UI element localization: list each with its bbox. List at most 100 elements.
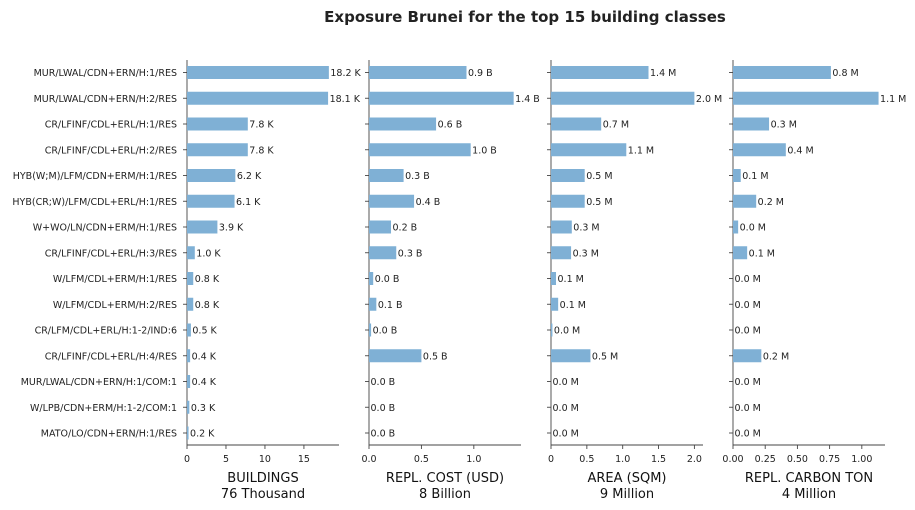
bar-value-label: 0.2 M	[763, 351, 789, 362]
bar	[187, 143, 248, 157]
bar-value-label: 18.1 K	[330, 94, 361, 105]
bar	[369, 246, 397, 260]
panel-3: 1.4 M 2.0 M 0.7 M 1.1 M 0.5 M 0.5 M 0.3 M 0.3 M…	[547, 60, 722, 502]
x-tick-label: 2.0	[687, 454, 702, 465]
bar	[187, 400, 190, 414]
bar-value-label: 0.5 B	[423, 351, 448, 362]
category-label: CR/LFINF/CDL+ERL/H:2/RES	[45, 145, 177, 156]
x-tick-label: 0.50	[787, 454, 808, 465]
bar	[733, 66, 831, 79]
x-tick-label: 0.75	[819, 454, 840, 465]
bar-value-label: 0.1 M	[749, 248, 775, 259]
bar-value-label: 0.1 B	[378, 300, 403, 311]
bar	[733, 169, 741, 182]
bar	[369, 349, 422, 363]
bar-value-label: 0.2 K	[190, 429, 215, 440]
bar-value-label: 0.5 K	[192, 326, 217, 337]
category-label: HYB(CR;W)/LFM/CDL+ERL/H:1/RES	[12, 197, 177, 208]
category-label: W/LFM/CDL+ERM/H:2/RES	[53, 300, 177, 311]
bar	[551, 349, 591, 363]
bar-value-label: 0.0 M	[554, 326, 580, 337]
bar-value-label: 18.2 K	[330, 68, 361, 79]
bar	[187, 297, 194, 311]
bar-value-label: 0.7 M	[603, 120, 629, 131]
bar-value-label: 0.0 M	[735, 300, 761, 311]
x-axis-title: BUILDINGS	[227, 471, 298, 486]
x-tick-label: 0.5	[414, 454, 429, 465]
bar-value-label: 0.0 M	[735, 377, 761, 388]
bar-value-label: 1.1 M	[628, 145, 654, 156]
x-axis-title: REPL. COST (USD)	[386, 471, 504, 486]
category-label: W+WO/LN/CDN+ERM/H:1/RES	[33, 223, 177, 234]
bar-value-label: 0.2 B	[393, 223, 418, 234]
x-tick-label: 0.00	[722, 454, 743, 465]
bar	[369, 117, 437, 131]
bar-value-label: 0.0 M	[740, 223, 766, 234]
bar-value-label: 1.1 M	[880, 94, 906, 105]
x-axis-title: AREA (SQM)	[587, 471, 666, 486]
bar-value-label: 0.0 B	[371, 377, 396, 388]
bar-value-label: 0.3 B	[405, 171, 430, 182]
bar	[187, 349, 191, 363]
category-label: CR/LFINF/CDL+ERL/H:4/RES	[45, 351, 177, 362]
bar	[369, 272, 374, 285]
bar	[551, 66, 649, 79]
x-tick-label: 0	[184, 454, 190, 465]
bar	[187, 375, 191, 388]
bar	[187, 91, 329, 105]
bar	[369, 323, 372, 337]
bar-value-label: 0.0 M	[735, 429, 761, 440]
bar-value-label: 1.0 K	[196, 248, 221, 259]
bar-value-label: 0.0 M	[553, 403, 579, 414]
panel-2: 0.9 B 1.4 B 0.6 B 1.0 B 0.3 B 0.4 B 0.2 B 0.3 B…	[361, 60, 540, 502]
bar	[369, 297, 377, 311]
category-label: MUR/LWAL/CDN+ERN/H:1/RES	[34, 68, 177, 79]
bar-value-label: 6.2 K	[237, 171, 262, 182]
chart-title: Exposure Brunei for the top 15 building …	[324, 8, 726, 26]
bar	[733, 143, 786, 157]
bar	[551, 91, 695, 105]
bar	[551, 246, 572, 260]
bar	[187, 66, 329, 79]
category-label: W/LPB/CDN+ERM/H:1-2/COM:1	[30, 403, 177, 414]
bar-value-label: 0.1 M	[558, 274, 584, 285]
bar	[551, 194, 585, 208]
bar	[733, 194, 757, 208]
x-tick-label: 1.5	[651, 454, 666, 465]
x-tick-label: 5	[223, 454, 229, 465]
bar-value-label: 0.1 M	[560, 300, 586, 311]
bar-value-label: 0.3 M	[573, 223, 599, 234]
bar	[733, 246, 748, 260]
category-label: W/LFM/CDL+ERM/H:1/RES	[53, 274, 177, 285]
bar	[551, 323, 553, 337]
bar-value-label: 0.8 K	[195, 300, 220, 311]
bar	[369, 169, 404, 182]
bar-value-label: 0.3 B	[398, 248, 423, 259]
bar-value-label: 0.9 B	[468, 68, 493, 79]
bar-value-label: 0.0 M	[735, 274, 761, 285]
x-tick-label: 1.00	[851, 454, 872, 465]
chart-panels: MUR/LWAL/CDN+ERN/H:1/RES MUR/LWAL/CDN+ERN…	[12, 60, 906, 502]
bar-value-label: 0.0 B	[371, 429, 396, 440]
bar-value-label: 0.4 K	[192, 377, 217, 388]
x-axis-total: 4 Million	[782, 487, 836, 502]
bar-value-label: 0.0 M	[553, 377, 579, 388]
bar-value-label: 6.1 K	[236, 197, 261, 208]
bar	[733, 349, 762, 363]
bar-value-label: 0.6 B	[438, 120, 463, 131]
panel-4: 0.8 M 1.1 M 0.3 M 0.4 M 0.1 M 0.2 M 0.0 M 0.1 M…	[722, 60, 906, 502]
bar-value-label: 0.5 M	[586, 171, 612, 182]
bar-value-label: 0.5 M	[586, 197, 612, 208]
category-label: MUR/LWAL/CDN+ERN/H:2/RES	[34, 94, 177, 105]
x-tick-label: 0.25	[755, 454, 776, 465]
bar-value-label: 0.4 M	[787, 145, 813, 156]
bar-value-label: 0.0 M	[553, 429, 579, 440]
bar	[187, 272, 194, 285]
bar-value-label: 2.0 M	[696, 94, 722, 105]
bar-value-label: 0.1 M	[742, 171, 768, 182]
x-axis-total: 76 Thousand	[221, 487, 305, 502]
bar-value-label: 0.0 B	[373, 326, 398, 337]
bar	[187, 117, 248, 131]
